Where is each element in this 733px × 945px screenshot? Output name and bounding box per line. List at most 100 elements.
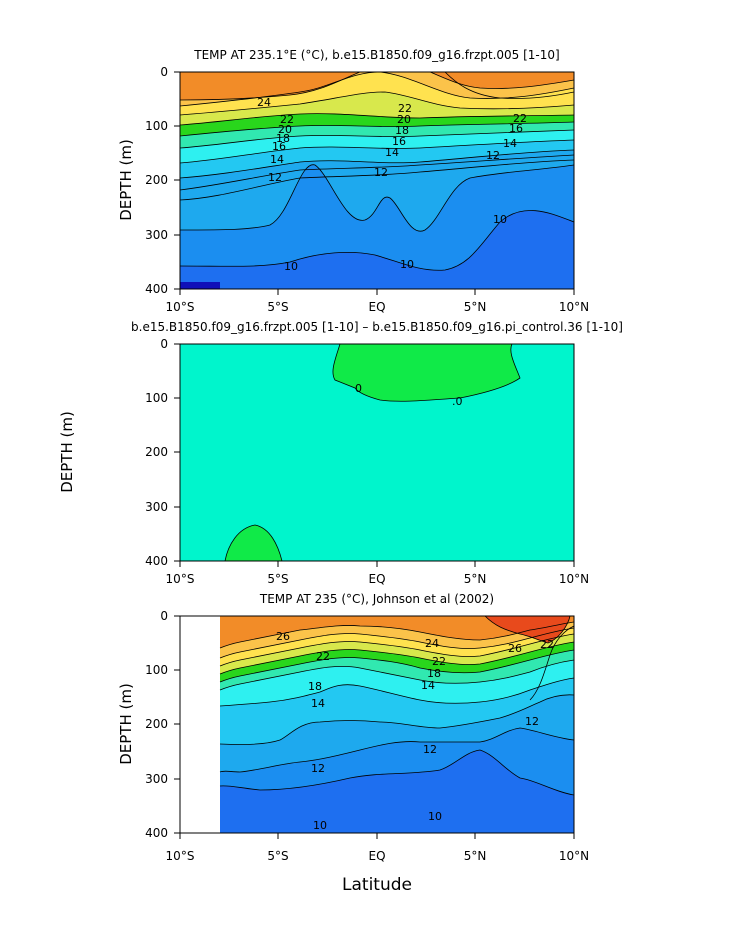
p3-contour bbox=[219, 633, 574, 667]
x-tick-label: 5°S bbox=[267, 300, 288, 314]
x-tick-label: 5°N bbox=[464, 849, 487, 863]
contour-label: 20 bbox=[278, 123, 292, 136]
y-tick-label: 0 bbox=[160, 65, 168, 79]
y-tick-label: 100 bbox=[145, 119, 168, 133]
x-tick-label: EQ bbox=[368, 300, 385, 314]
panel-3: TEMP AT 235 (°C), Johnson et al (2002) D… bbox=[117, 592, 589, 863]
p3-nodata bbox=[180, 616, 220, 833]
y-tick-label: 300 bbox=[145, 500, 168, 514]
p3-band-28 bbox=[485, 616, 570, 643]
p1-axis-ticks bbox=[174, 71, 575, 295]
contour-label: 12 bbox=[374, 166, 388, 179]
p1-contour bbox=[180, 139, 574, 164]
contour-label: 16 bbox=[509, 122, 523, 135]
p3-contour bbox=[219, 649, 574, 683]
y-tick-label: 100 bbox=[145, 663, 168, 677]
y-tick-label: 0 bbox=[160, 609, 168, 623]
p2-contour-lines bbox=[224, 344, 521, 561]
contour-label: 14 bbox=[421, 679, 435, 692]
contour-label: 12 bbox=[486, 149, 500, 162]
y-tick-label: 200 bbox=[145, 717, 168, 731]
p3-contour bbox=[484, 616, 571, 644]
p3-contour-lines bbox=[219, 616, 574, 796]
y-tick-label: 400 bbox=[145, 282, 168, 296]
contour-label: 24 bbox=[425, 637, 439, 650]
p1-band-24 bbox=[180, 72, 360, 100]
contour-label: 16 bbox=[392, 135, 406, 148]
x-axis-label: Latitude bbox=[342, 875, 412, 895]
p1-band-7 bbox=[180, 282, 220, 289]
y-tick-label: 300 bbox=[145, 772, 168, 786]
y-tick-label: 0 bbox=[160, 337, 168, 351]
p1-contour bbox=[180, 149, 574, 179]
p3-contour bbox=[219, 641, 574, 675]
p1-contour bbox=[180, 113, 574, 126]
contour-label: 10 bbox=[428, 810, 442, 823]
contour-label: 20 bbox=[397, 113, 411, 126]
p3-contour bbox=[219, 621, 574, 649]
p2-positive-region bbox=[332, 344, 520, 402]
p1-title: TEMP AT 235.1°E (°C), b.e15.B1850.f09_g1… bbox=[193, 48, 559, 62]
p3-y-tick-labels: 0 100 200 300 400 bbox=[145, 609, 168, 840]
p2-contour bbox=[332, 344, 521, 402]
p1-contour bbox=[180, 154, 574, 191]
p1-contour bbox=[180, 91, 574, 116]
contour-label: 18 bbox=[276, 132, 290, 145]
p3-contour bbox=[219, 627, 574, 659]
x-tick-label: 5°N bbox=[464, 572, 487, 586]
p1-contour bbox=[180, 121, 574, 137]
contour-label: 12 bbox=[423, 743, 437, 756]
p2-x-tick-labels: 10°S 5°S EQ 5°N 10°N bbox=[166, 572, 590, 586]
x-tick-label: 5°S bbox=[267, 849, 288, 863]
panel-1-fill bbox=[180, 72, 574, 289]
p3-ylabel: DEPTH (m) bbox=[117, 683, 135, 765]
panel-3-fill bbox=[180, 616, 574, 833]
contour-label: 16 bbox=[272, 140, 286, 153]
contour-label: 0 bbox=[355, 382, 362, 395]
p1-band-24b bbox=[430, 72, 574, 89]
p1-ylabel: DEPTH (m) bbox=[117, 139, 135, 221]
p2-contour-labels: 0 .0 bbox=[355, 382, 463, 408]
p3-x-tick-labels: 10°S 5°S EQ 5°N 10°N bbox=[166, 849, 590, 863]
contour-label: 10 bbox=[400, 258, 414, 271]
x-tick-label: 10°N bbox=[559, 300, 589, 314]
contour-label: 22 bbox=[513, 112, 527, 125]
p1-x-tick-labels: 10°S 5°S EQ 5°N 10°N bbox=[166, 300, 590, 314]
x-tick-label: 5°S bbox=[267, 572, 288, 586]
y-tick-label: 300 bbox=[145, 228, 168, 242]
p2-y-tick-labels: 0 100 200 300 400 bbox=[145, 337, 168, 568]
contour-label: 12 bbox=[525, 715, 539, 728]
p1-contour bbox=[429, 72, 574, 89]
x-tick-label: 5°N bbox=[464, 300, 487, 314]
x-tick-label: EQ bbox=[368, 572, 385, 586]
contour-label: 22 bbox=[398, 102, 412, 115]
x-tick-label: 10°N bbox=[559, 572, 589, 586]
contour-label: 14 bbox=[385, 146, 399, 159]
p1-contour bbox=[180, 210, 574, 271]
p1-contour bbox=[180, 164, 574, 232]
x-tick-label: 10°S bbox=[166, 300, 195, 314]
contour-label: 22 bbox=[540, 638, 554, 651]
p1-contour bbox=[180, 72, 361, 101]
contour-label: 14 bbox=[503, 137, 517, 150]
contour-label: 22 bbox=[316, 650, 330, 663]
p2-contour bbox=[224, 524, 283, 561]
contour-label: 10 bbox=[313, 819, 327, 832]
y-tick-label: 200 bbox=[145, 445, 168, 459]
p3-contour bbox=[219, 677, 574, 707]
p1-contour bbox=[180, 159, 574, 201]
p2-ylabel: DEPTH (m) bbox=[58, 411, 76, 493]
panel-2-fill bbox=[180, 344, 574, 561]
p3-band-26 bbox=[220, 616, 574, 648]
panel-1: TEMP AT 235.1°E (°C), b.e15.B1850.f09_g1… bbox=[117, 48, 589, 314]
p2-axis-ticks bbox=[174, 343, 575, 567]
y-tick-label: 200 bbox=[145, 173, 168, 187]
contour-label: 14 bbox=[311, 697, 325, 710]
p3-contour-labels: 26 24 22 22 18 18 14 14 12 12 12 10 10 2… bbox=[276, 630, 554, 832]
p3-title: TEMP AT 235 (°C), Johnson et al (2002) bbox=[259, 592, 494, 606]
p3-contour bbox=[219, 727, 574, 773]
p1-y-tick-labels: 0 100 200 300 400 bbox=[145, 65, 168, 296]
x-tick-label: 10°S bbox=[166, 572, 195, 586]
contour-label: .0 bbox=[452, 395, 463, 408]
